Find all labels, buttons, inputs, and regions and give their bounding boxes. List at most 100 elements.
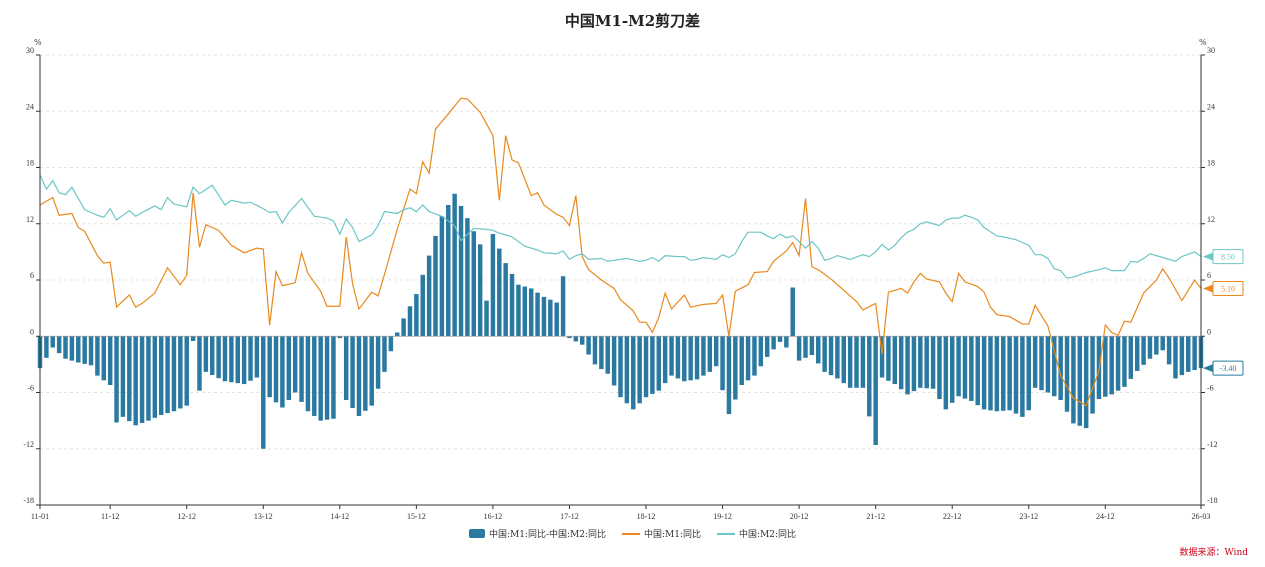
bar-m1-m2 [905, 336, 910, 395]
bar-m1-m2 [956, 336, 961, 397]
bar-m1-m2 [560, 276, 566, 337]
y-axis-right-unit: % [1199, 38, 1207, 47]
bar-m1-m2 [1134, 336, 1140, 371]
bar-m1-m2 [222, 336, 228, 382]
bar-m1-m2 [516, 284, 521, 337]
end-label-box [1212, 280, 1244, 296]
bar-m1-m2 [388, 336, 394, 352]
bar-m1-m2 [426, 255, 432, 337]
end-label-box [1212, 249, 1244, 265]
bar-m1-m2 [624, 336, 630, 404]
bar-m1-m2 [331, 336, 336, 419]
bar-m1-m2 [152, 336, 158, 418]
bar-m1-m2 [586, 336, 591, 355]
bar-m1-m2 [490, 234, 496, 337]
end-label-box [1212, 360, 1244, 376]
bar-m1-m2 [509, 273, 515, 337]
bar-m1-m2 [1013, 336, 1019, 414]
bar-m1-m2 [420, 274, 425, 337]
bar-m1-m2 [784, 336, 789, 348]
bar-m1-m2 [867, 336, 872, 417]
end-label-m1_m2: -3.40 [1220, 364, 1237, 373]
x-tick-label: 11-01 [31, 512, 49, 521]
bar-m1-m2 [197, 336, 202, 391]
bar-m1-m2 [752, 336, 757, 376]
bar-m1-m2 [573, 336, 579, 342]
bar-m1-m2 [178, 336, 183, 409]
bar-m1-m2 [981, 336, 987, 410]
bar-m1-m2 [873, 336, 878, 445]
bar-m1-m2 [56, 336, 62, 354]
legend-bar-swatch [468, 529, 485, 538]
bar-m1-m2 [745, 336, 751, 381]
bar-series-m1-m2 [37, 193, 1204, 449]
bar-m1-m2 [210, 336, 215, 375]
bar-m1-m2 [50, 336, 55, 348]
legend-item-m2[interactable]: 中国:M2:同比 [717, 527, 796, 540]
bar-m1-m2 [618, 336, 623, 398]
bar-m1-m2 [1083, 336, 1089, 429]
bar-m1-m2 [241, 336, 247, 385]
chart-grid [40, 54, 1201, 506]
bar-m1-m2 [1026, 336, 1031, 411]
x-tick-label: 24-12 [1096, 512, 1115, 521]
bar-m1-m2 [682, 336, 687, 382]
y-tick-label-right: 6 [1207, 271, 1211, 280]
bar-m1-m2 [1045, 336, 1051, 393]
bar-m1-m2 [1052, 336, 1057, 397]
bar-m1-m2 [924, 336, 929, 389]
bar-m1-m2 [1192, 336, 1197, 370]
bar-m1-m2 [994, 336, 1000, 412]
y-tick-label-right: 12 [1207, 215, 1215, 224]
end-label-m2: 8.50 [1221, 253, 1235, 262]
y-tick-label-left: -18 [23, 496, 34, 505]
legend-item-m1-m2[interactable]: 中国:M1:同比-中国:M2:同比 [468, 527, 606, 540]
bar-m1-m2 [120, 336, 126, 417]
legend-item-m1[interactable]: 中国:M1:同比 [622, 527, 701, 540]
bar-m1-m2 [292, 336, 298, 393]
bar-m1-m2 [343, 336, 349, 400]
bar-m1-m2 [937, 336, 942, 400]
bar-m1-m2 [541, 296, 547, 337]
bar-m1-m2 [758, 336, 764, 367]
bar-m1-m2 [254, 336, 260, 378]
bar-m1-m2 [854, 336, 859, 388]
bar-m1-m2 [605, 336, 610, 374]
bar-m1-m2 [305, 336, 311, 412]
bar-m1-m2 [133, 336, 138, 426]
data-source-note: 数据来源：Wind [1179, 548, 1248, 558]
bar-m1-m2 [82, 336, 87, 364]
bar-m1-m2 [465, 218, 470, 337]
bar-m1-m2 [1154, 336, 1159, 355]
bar-m1-m2 [216, 336, 221, 379]
bar-m1-m2 [324, 336, 330, 420]
bar-m1-m2 [892, 336, 898, 385]
bar-m1-m2 [107, 336, 113, 385]
bar-m1-m2 [650, 336, 655, 394]
y-tick-label-right: 0 [1207, 327, 1211, 336]
bar-m1-m2 [694, 336, 700, 380]
bar-m1-m2 [988, 336, 993, 411]
bar-m1-m2 [203, 336, 209, 372]
bar-m1-m2 [248, 336, 253, 381]
bar-m1-m2 [407, 306, 413, 337]
bar-m1-m2 [1020, 336, 1025, 417]
bar-m1-m2 [790, 287, 795, 337]
x-tick-label: 15-12 [407, 512, 426, 521]
bar-m1-m2 [127, 336, 132, 422]
bar-m1-m2 [707, 336, 713, 372]
bar-m1-m2 [1007, 336, 1012, 411]
bar-m1-m2 [1122, 336, 1127, 387]
bar-m1-m2 [713, 336, 719, 367]
bar-m1-m2 [592, 336, 598, 365]
bar-m1-m2 [477, 244, 483, 337]
bar-m1-m2 [962, 336, 968, 399]
bar-m1-m2 [1077, 336, 1083, 426]
y-tick-label-right: 30 [1207, 46, 1215, 55]
bar-m1-m2 [414, 294, 419, 337]
bar-m1-m2 [114, 336, 119, 423]
bar-m1-m2 [835, 336, 840, 379]
bar-m1-m2 [816, 336, 821, 364]
bar-m1-m2 [312, 336, 317, 416]
bar-m1-m2 [1166, 336, 1172, 365]
